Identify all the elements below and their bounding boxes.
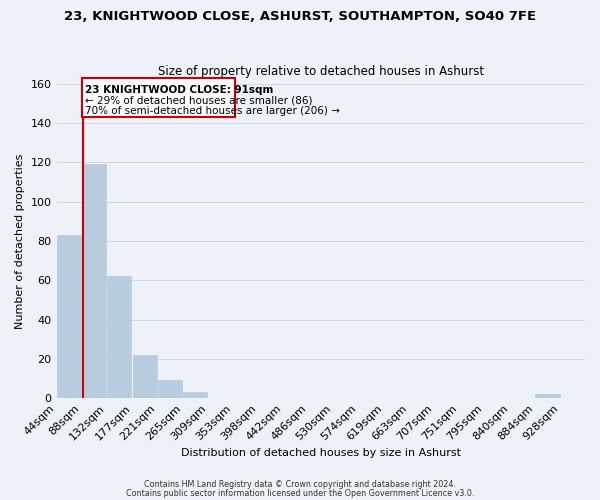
Bar: [57, 235, 82, 398]
Text: 23 KNIGHTWOOD CLOSE: 91sqm: 23 KNIGHTWOOD CLOSE: 91sqm: [85, 85, 274, 95]
Bar: [82, 78, 235, 117]
Bar: [535, 394, 560, 398]
Text: 70% of semi-detached houses are larger (206) →: 70% of semi-detached houses are larger (…: [85, 106, 340, 117]
Bar: [182, 392, 207, 398]
Bar: [107, 276, 131, 398]
Text: 23, KNIGHTWOOD CLOSE, ASHURST, SOUTHAMPTON, SO40 7FE: 23, KNIGHTWOOD CLOSE, ASHURST, SOUTHAMPT…: [64, 10, 536, 23]
X-axis label: Distribution of detached houses by size in Ashurst: Distribution of detached houses by size …: [181, 448, 461, 458]
Text: ← 29% of detached houses are smaller (86): ← 29% of detached houses are smaller (86…: [85, 96, 313, 106]
Y-axis label: Number of detached properties: Number of detached properties: [15, 154, 25, 328]
Text: Contains public sector information licensed under the Open Government Licence v3: Contains public sector information licen…: [126, 489, 474, 498]
Bar: [133, 355, 157, 398]
Title: Size of property relative to detached houses in Ashurst: Size of property relative to detached ho…: [158, 66, 484, 78]
Bar: [158, 380, 182, 398]
Text: Contains HM Land Registry data © Crown copyright and database right 2024.: Contains HM Land Registry data © Crown c…: [144, 480, 456, 489]
Bar: [82, 164, 106, 398]
